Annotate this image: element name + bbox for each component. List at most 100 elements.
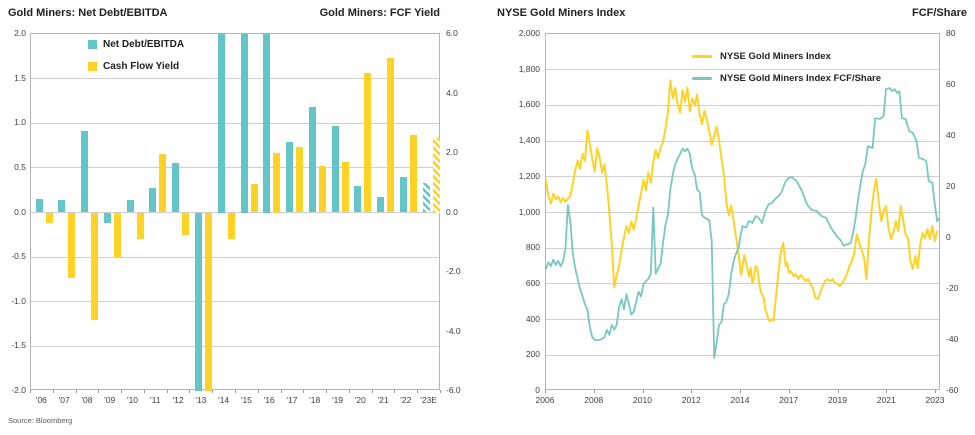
left-axis-tick-label: 800 — [525, 242, 540, 253]
left-axis-tick-label: -1.0 — [11, 295, 26, 306]
right-chart-right-axis-title: FCF/Share — [911, 7, 967, 19]
net-debt-bar — [126, 200, 134, 213]
gridline — [546, 140, 939, 142]
index-line — [545, 79, 939, 323]
x-axis-tick-label: 2023 — [925, 395, 945, 405]
left-axis-tick-label: 200 — [525, 349, 540, 360]
left-chart-title: Gold Miners: Net Debt/EBITDA — [8, 7, 168, 19]
x-axis-tick — [788, 390, 790, 393]
gridline — [546, 247, 939, 249]
gridline — [546, 319, 939, 321]
x-axis-tick-label: '14 — [218, 395, 230, 405]
x-axis-tick-label: 2019 — [828, 395, 847, 405]
x-axis-tick — [642, 390, 644, 393]
gridline — [546, 69, 939, 71]
x-axis-tick — [691, 390, 693, 393]
net-debt-legend-swatch — [88, 40, 97, 49]
legend-item-cash-flow-yield: Cash Flow Yield — [88, 60, 188, 73]
bar-plot-area — [30, 33, 440, 391]
cash-flow-yield-bar — [204, 212, 212, 391]
right-axis-tick-label: 0.0 — [446, 206, 458, 217]
left-axis-tick-label: 1.5 — [14, 72, 26, 83]
x-axis-tick — [545, 390, 546, 393]
legend-item-fcf-share: NYSE Gold Miners Index FCF/Share — [692, 72, 885, 85]
x-axis-tick — [235, 390, 236, 393]
x-axis-tick-label: '22 — [400, 395, 412, 405]
net-debt-bar — [217, 34, 225, 213]
net-debt-bar — [377, 197, 385, 213]
right-axis-tick-label: 0 — [946, 232, 951, 242]
legend-label: NYSE Gold Miners Index FCF/Share — [720, 73, 882, 84]
net-debt-bar — [286, 141, 294, 213]
cash-flow-yield-bar — [250, 184, 258, 213]
right-axis-tick-label: 6.0 — [446, 28, 458, 38]
line-plot-area — [545, 33, 940, 390]
cash-flow-yield-bar — [273, 153, 281, 213]
x-axis-tick-label: '06 — [35, 395, 47, 405]
x-axis-tick — [348, 390, 350, 393]
cash-flow-yield-legend-swatch — [88, 62, 97, 71]
x-axis-tick — [326, 390, 328, 393]
net-debt-bar — [422, 183, 430, 213]
x-axis-tick — [740, 390, 741, 393]
right-axis-tick-label: -20 — [946, 283, 959, 293]
x-axis-tick — [303, 390, 305, 393]
index-legend-swatch — [692, 55, 712, 58]
left-axis-tick-label: 1.0 — [14, 117, 26, 128]
net-debt-bar — [149, 187, 157, 213]
x-axis-tick-label: '10 — [126, 395, 139, 405]
right-axis-tick-label: -4.0 — [446, 325, 461, 336]
left-axis-tick-label: 400 — [525, 313, 540, 324]
left-axis-tick-label: 0.0 — [14, 206, 26, 217]
cash-flow-yield-bar — [227, 212, 235, 240]
cash-flow-yield-bar — [68, 212, 76, 278]
gridline — [31, 301, 439, 303]
legend-label: Net Debt/EBITDA — [103, 39, 185, 50]
x-axis-tick-label: 2008 — [584, 395, 604, 405]
x-axis-tick-label: 2012 — [681, 395, 701, 405]
gridline — [546, 283, 939, 285]
x-axis-tick — [593, 390, 595, 393]
cash-flow-yield-bar — [182, 212, 190, 235]
left-axis-tick-label: 2.0 — [14, 28, 26, 38]
net-debt-bar — [35, 199, 43, 213]
legend-item-net-debt: Net Debt/EBITDA — [88, 38, 188, 51]
left-axis-tick-label: 1,600 — [518, 99, 540, 110]
left-chart-right-axis-title: Gold Miners: FCF Yield — [319, 7, 440, 19]
x-axis-tick-label: '12 — [172, 395, 184, 405]
x-axis-tick-label: '07 — [58, 395, 70, 405]
x-axis-tick-label: 2010 — [633, 395, 652, 405]
legend-label: NYSE Gold Miners Index — [720, 51, 831, 62]
cash-flow-yield-bar — [387, 57, 395, 213]
net-debt-bar — [194, 212, 202, 391]
x-axis-tick-label: '09 — [104, 395, 116, 405]
x-axis-tick-label: '16 — [263, 395, 275, 405]
gridline — [546, 212, 939, 213]
right-axis-tick-label: 4.0 — [446, 87, 458, 98]
x-axis-tick-label: '17 — [286, 395, 298, 405]
left-axis-tick-label: 1,400 — [518, 135, 540, 146]
gridline — [546, 104, 939, 106]
x-axis-tick — [98, 390, 100, 393]
x-axis-tick-label: '11 — [150, 395, 161, 405]
x-axis-tick — [417, 390, 419, 393]
gridline — [31, 122, 439, 124]
net-debt-fcf-yield-bar-chart: Gold Miners: Net Debt/EBITDA Gold Miners… — [0, 0, 487, 435]
left-axis-tick-label: 1,200 — [518, 170, 540, 181]
cash-flow-yield-bar — [318, 166, 326, 213]
x-axis-tick-label: '19 — [331, 395, 344, 405]
x-axis-tick-label: '18 — [309, 395, 321, 405]
x-axis-tick — [75, 390, 77, 393]
x-axis-tick — [257, 390, 259, 393]
right-axis-tick-label: 60 — [946, 79, 956, 89]
x-axis-tick-label: 2006 — [535, 395, 555, 405]
gridline — [31, 345, 439, 347]
cash-flow-yield-bar — [113, 212, 121, 258]
right-axis-tick-label: 40 — [946, 130, 956, 140]
source-note: Source: Bloomberg — [8, 416, 73, 425]
x-axis-tick — [280, 390, 282, 393]
gridline — [31, 212, 439, 213]
net-debt-bar — [240, 34, 248, 213]
left-axis-tick-label: 0.5 — [14, 161, 26, 172]
